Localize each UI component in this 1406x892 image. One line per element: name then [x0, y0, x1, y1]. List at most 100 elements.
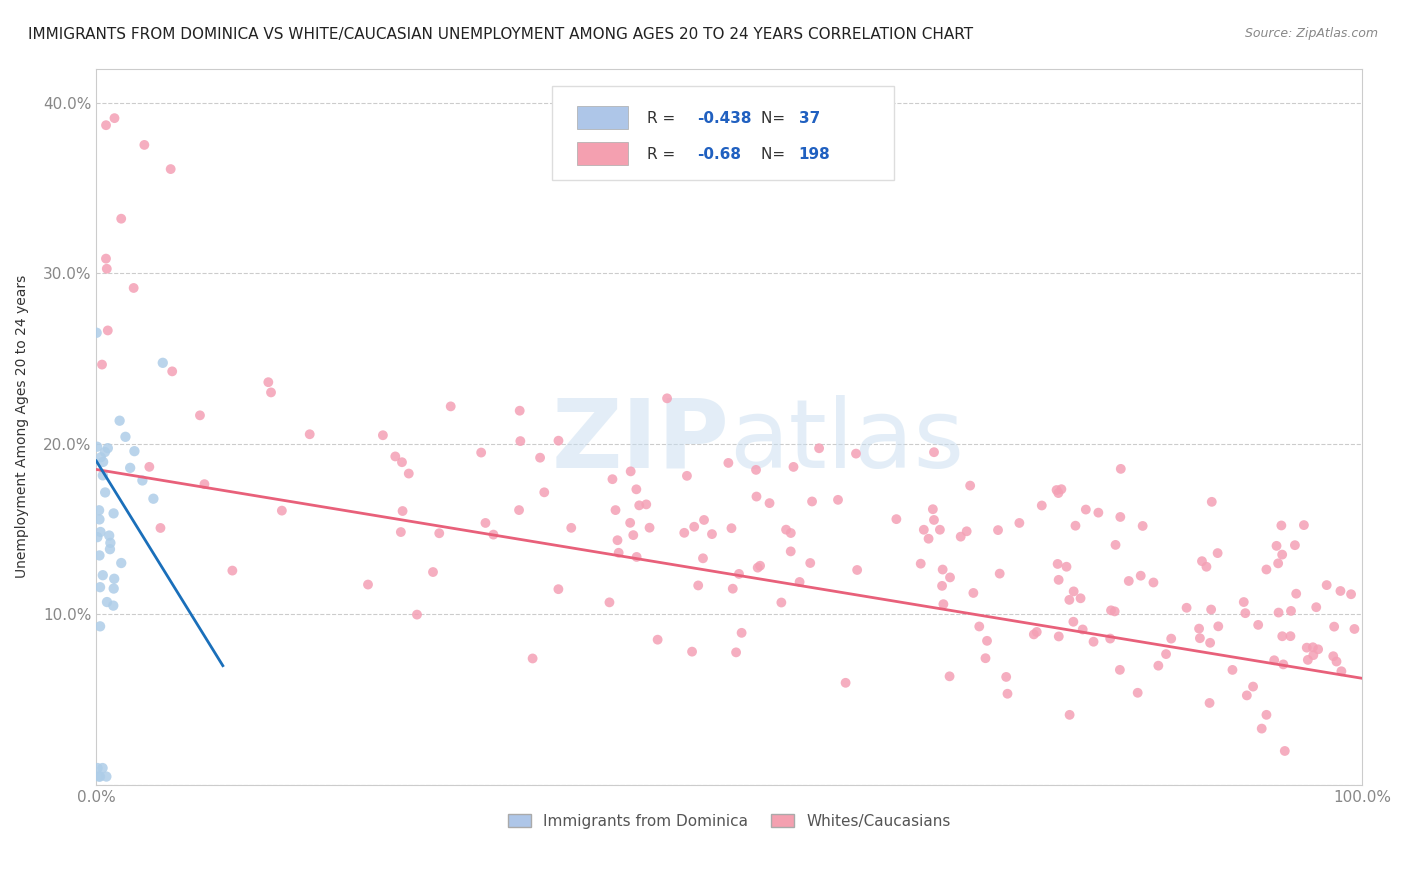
Point	[86, 440, 108, 454]
Point	[1031, 499, 1053, 513]
Point	[509, 434, 531, 448]
Point	[1126, 686, 1149, 700]
Point	[974, 651, 997, 665]
Point	[827, 492, 849, 507]
Point	[693, 513, 716, 527]
Point	[87, 770, 110, 784]
Point	[1263, 653, 1285, 667]
Point	[779, 526, 801, 541]
Point	[87, 503, 110, 517]
Point	[1062, 615, 1084, 629]
Point	[1206, 619, 1229, 633]
Point	[1279, 629, 1302, 643]
Point	[1047, 486, 1070, 500]
Point	[717, 456, 740, 470]
Point	[422, 565, 444, 579]
Point	[91, 568, 114, 582]
Point	[745, 463, 768, 477]
Point	[700, 527, 723, 541]
Point	[636, 497, 658, 511]
Point	[138, 459, 160, 474]
Point	[997, 687, 1019, 701]
Point	[547, 434, 569, 448]
Point	[547, 582, 569, 597]
Point	[1323, 620, 1346, 634]
Point	[683, 520, 706, 534]
Point	[257, 375, 280, 389]
Point	[86, 761, 108, 775]
Point	[931, 562, 953, 576]
Text: 198: 198	[799, 147, 831, 162]
Point	[1104, 538, 1126, 552]
Point	[103, 582, 125, 596]
Point	[560, 521, 582, 535]
Point	[89, 512, 111, 526]
Point	[598, 595, 620, 609]
Point	[1142, 575, 1164, 590]
Point	[1087, 506, 1109, 520]
Point	[801, 494, 824, 508]
Point	[1083, 634, 1105, 648]
Point	[427, 526, 450, 541]
Point	[1241, 680, 1264, 694]
Point	[758, 496, 780, 510]
Point	[470, 445, 492, 459]
Point	[928, 523, 950, 537]
Point	[676, 468, 699, 483]
Point	[97, 323, 120, 337]
Point	[1274, 744, 1296, 758]
Point	[1267, 557, 1289, 571]
Point	[1250, 722, 1272, 736]
Point	[1295, 640, 1317, 655]
Point	[1206, 546, 1229, 560]
Point	[1104, 604, 1126, 618]
Point	[86, 530, 108, 544]
Point	[124, 444, 146, 458]
Point	[1118, 574, 1140, 588]
Point	[1279, 604, 1302, 618]
Point	[89, 524, 111, 539]
Point	[1008, 516, 1031, 530]
Point	[922, 445, 945, 459]
Point	[134, 137, 156, 152]
Point	[747, 560, 769, 574]
Point	[1256, 562, 1278, 576]
Point	[619, 516, 641, 530]
Point	[298, 427, 321, 442]
Point	[391, 504, 413, 518]
Point	[103, 572, 125, 586]
Point	[1285, 587, 1308, 601]
Y-axis label: Unemployment Among Ages 20 to 24 years: Unemployment Among Ages 20 to 24 years	[15, 275, 30, 578]
Point	[1046, 557, 1069, 571]
Point	[357, 577, 380, 591]
Point	[94, 252, 117, 266]
Point	[967, 619, 990, 633]
Point	[131, 474, 153, 488]
Point	[725, 645, 748, 659]
Point	[917, 532, 939, 546]
Point	[152, 356, 174, 370]
Point	[384, 450, 406, 464]
Point	[949, 530, 972, 544]
Point	[1099, 632, 1122, 646]
Point	[1271, 548, 1294, 562]
Point	[1271, 629, 1294, 643]
Point	[799, 556, 821, 570]
Point	[1199, 636, 1222, 650]
Point	[1343, 622, 1365, 636]
Point	[606, 533, 628, 548]
Point	[103, 111, 125, 125]
Point	[1326, 655, 1348, 669]
Point	[1316, 578, 1339, 592]
Point	[995, 670, 1018, 684]
Point	[638, 521, 661, 535]
Point	[1050, 482, 1073, 496]
Point	[621, 528, 644, 542]
Point	[398, 467, 420, 481]
Point	[221, 564, 243, 578]
Point	[94, 485, 117, 500]
Point	[1188, 631, 1211, 645]
Point	[1292, 518, 1315, 533]
Point	[745, 490, 768, 504]
Point	[98, 542, 121, 557]
